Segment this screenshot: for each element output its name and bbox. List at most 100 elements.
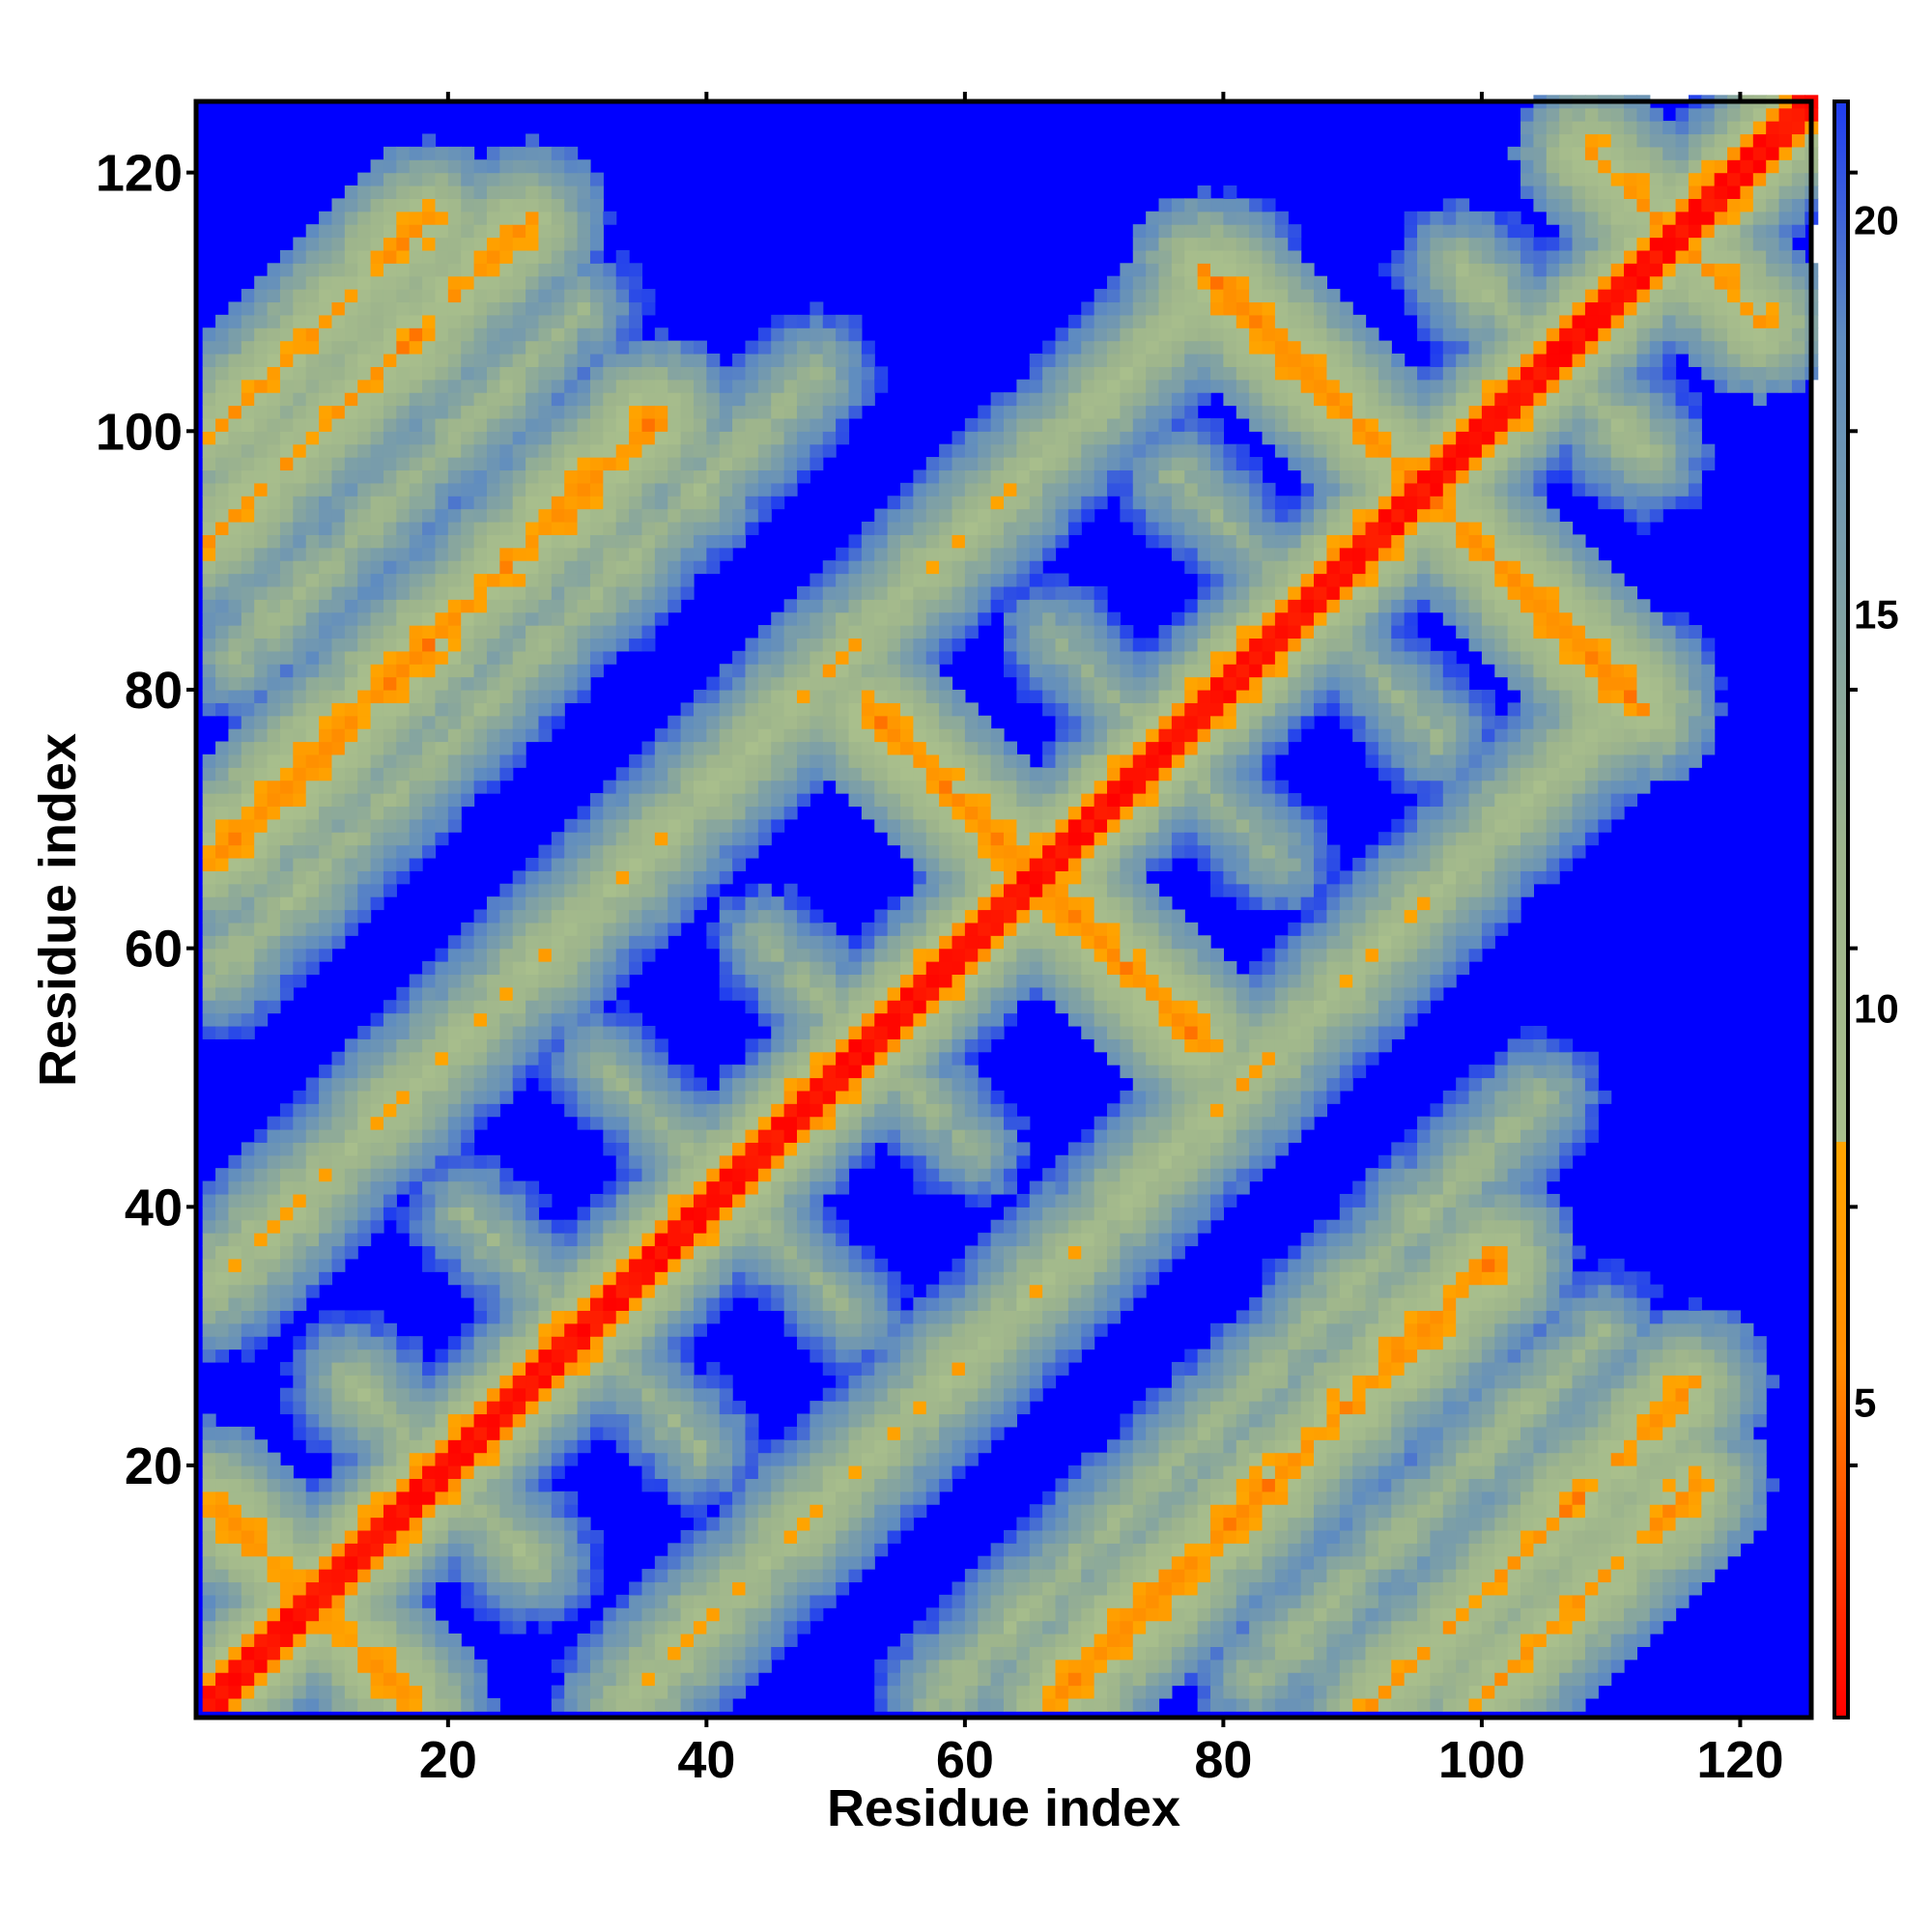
- heatmap-cell: [783, 1025, 798, 1039]
- heatmap-cell: [706, 379, 721, 393]
- heatmap-cell: [603, 1284, 617, 1298]
- heatmap-cell: [629, 1090, 643, 1104]
- heatmap-cell: [435, 715, 449, 729]
- heatmap-cell: [486, 1297, 500, 1311]
- heatmap-cell: [267, 1258, 281, 1272]
- heatmap-cell: [409, 1193, 423, 1208]
- heatmap-cell: [228, 1233, 242, 1247]
- heatmap-cell: [615, 1361, 630, 1376]
- heatmap-cell: [641, 1426, 656, 1440]
- heatmap-cell: [422, 547, 437, 561]
- heatmap-cell: [783, 599, 798, 613]
- heatmap-cell: [745, 935, 759, 950]
- heatmap-cell: [435, 1142, 449, 1156]
- heatmap-cell: [461, 1426, 475, 1440]
- heatmap-cell: [654, 1297, 668, 1311]
- heatmap-cell: [603, 883, 617, 897]
- heatmap-cell: [745, 702, 759, 717]
- heatmap-cell: [344, 857, 358, 871]
- heatmap-cell: [331, 289, 346, 303]
- heatmap-cell: [668, 1349, 682, 1363]
- heatmap-cell: [693, 1116, 707, 1130]
- heatmap-cell: [641, 1685, 656, 1699]
- heatmap-cell: [680, 1207, 695, 1221]
- heatmap-cell: [331, 585, 346, 600]
- heatmap-cell: [447, 224, 462, 239]
- heatmap-cell: [461, 1271, 475, 1286]
- heatmap-cell: [783, 327, 798, 342]
- heatmap-cell: [603, 780, 617, 794]
- heatmap-cell: [641, 1322, 656, 1337]
- heatmap-cell: [293, 909, 307, 923]
- heatmap-cell: [861, 1154, 875, 1169]
- heatmap-cell: [344, 1401, 358, 1415]
- heatmap-cell: [589, 1000, 604, 1014]
- heatmap-cell: [228, 1491, 242, 1505]
- heatmap-cell: [499, 1529, 514, 1544]
- heatmap-cell: [370, 1543, 384, 1557]
- heatmap-cell: [228, 1517, 242, 1531]
- heatmap-cell: [396, 611, 411, 626]
- heatmap-cell: [331, 482, 346, 497]
- heatmap-cell: [344, 689, 358, 703]
- heatmap-cell: [564, 1103, 579, 1118]
- heatmap-cell: [589, 547, 604, 561]
- heatmap-cell: [848, 599, 863, 613]
- heatmap-cell: [357, 818, 372, 833]
- heatmap-cell: [564, 1361, 579, 1376]
- heatmap-cell: [215, 1322, 230, 1337]
- heatmap-cell: [293, 599, 307, 613]
- heatmap-cell: [447, 1426, 462, 1440]
- heatmap-cell: [331, 806, 346, 820]
- heatmap-cell: [409, 1375, 423, 1389]
- heatmap-cell: [499, 715, 514, 729]
- heatmap-cell: [589, 1284, 604, 1298]
- heatmap-cell: [848, 753, 863, 768]
- heatmap-cell: [732, 1491, 747, 1505]
- heatmap-cell: [473, 496, 488, 510]
- heatmap-cell: [409, 249, 423, 264]
- heatmap-cell: [344, 1646, 358, 1661]
- heatmap-cell: [357, 1634, 372, 1647]
- heatmap-cell: [344, 1038, 358, 1053]
- heatmap-cell: [447, 1051, 462, 1065]
- heatmap-cell: [215, 1478, 230, 1492]
- heatmap-cell: [603, 961, 617, 976]
- heatmap-cell: [305, 1646, 320, 1661]
- heatmap-cell: [305, 625, 320, 639]
- heatmap-cell: [357, 611, 372, 626]
- heatmap-cell: [486, 715, 500, 729]
- heatmap-cell: [305, 1284, 320, 1298]
- heatmap-cell: [861, 1517, 875, 1531]
- heatmap-cell: [344, 417, 358, 432]
- heatmap-cell: [836, 547, 850, 561]
- heatmap-cell: [848, 340, 863, 355]
- heatmap-cell: [577, 585, 591, 600]
- heatmap-cell: [629, 883, 643, 897]
- heatmap-cell: [396, 469, 411, 484]
- heatmap-cell: [641, 353, 656, 367]
- heatmap-cell: [668, 1284, 682, 1298]
- heatmap-cell: [526, 1219, 540, 1234]
- heatmap-cell: [836, 961, 850, 976]
- heatmap-cell: [319, 1103, 333, 1118]
- heatmap-cell: [357, 1569, 372, 1583]
- heatmap-cell: [887, 1413, 901, 1428]
- heatmap-cell: [202, 1193, 216, 1208]
- heatmap-cell: [409, 443, 423, 458]
- heatmap-cell: [305, 1180, 320, 1195]
- heatmap-cell: [641, 599, 656, 613]
- heatmap-cell: [745, 728, 759, 743]
- heatmap-cell: [810, 1529, 824, 1544]
- heatmap-cell: [215, 379, 230, 393]
- heatmap-cell: [319, 1065, 333, 1079]
- heatmap-cell: [486, 638, 500, 652]
- heatmap-cell: [305, 1491, 320, 1505]
- heatmap-cell: [693, 1207, 707, 1221]
- heatmap-cell: [461, 443, 475, 458]
- heatmap-cell: [589, 496, 604, 510]
- heatmap-cell: [887, 896, 901, 911]
- heatmap-cell: [357, 1207, 372, 1221]
- heatmap-cell: [383, 1180, 397, 1195]
- heatmap-cell: [615, 508, 630, 523]
